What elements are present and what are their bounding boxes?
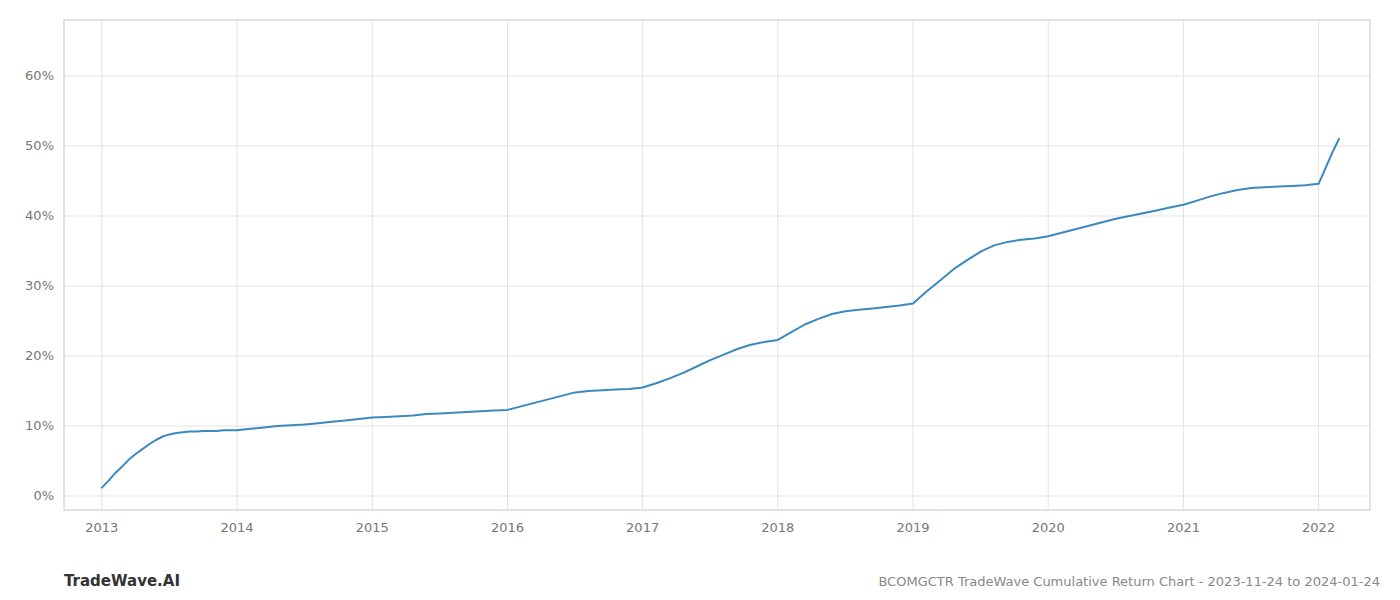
x-grid-line [642,20,643,510]
x-tick-label: 2021 [1167,520,1200,535]
x-grid-line [1183,20,1184,510]
x-tick-label: 2019 [896,520,929,535]
title: BCOMGCTR TradeWave Cumulative Return Cha… [878,574,1380,589]
axes: 0% 10% 20% 30% 40% 50% 60% 2013 2014 2015 2016 2017… [25,20,1370,535]
y-grid-line [64,76,1370,77]
watermark: TradeWave.AI [64,572,180,590]
y-tick-label: 50% [25,138,54,153]
plot-frame [64,20,1370,510]
x-grid-line [1048,20,1049,510]
grid [64,20,1370,510]
x-grid-line [507,20,508,510]
chart: 0% 10% 20% 30% 40% 50% 60% 2013 2014 2015 2016 2017… [0,0,1400,600]
x-tick-label: 2020 [1032,520,1065,535]
y-grid-line [64,216,1370,217]
y-grid-line [64,426,1370,427]
y-tick-label: 20% [25,348,54,363]
x-tick-label: 2022 [1302,520,1335,535]
x-grid-line [372,20,373,510]
x-grid-line [101,20,102,510]
y-tick-label: 0% [33,488,54,503]
y-tick-label: 10% [25,418,54,433]
y-tick-label: 30% [25,278,54,293]
y-tick-label: 40% [25,208,54,223]
x-grid-line [237,20,238,510]
y-tick-label: 60% [25,68,54,83]
x-grid-line [1318,20,1319,510]
x-tick-label: 2013 [85,520,118,535]
y-grid-line [64,146,1370,147]
x-tick-label: 2018 [761,520,794,535]
x-grid-line [777,20,778,510]
line [102,139,1339,488]
y-grid-line [64,286,1370,287]
x-tick-label: 2016 [491,520,524,535]
y-grid-line [64,496,1370,497]
x-grid-line [913,20,914,510]
x-tick-label: 2017 [626,520,659,535]
x-tick-label: 2014 [221,520,254,535]
x-tick-label: 2015 [356,520,389,535]
plot-area [102,139,1339,488]
